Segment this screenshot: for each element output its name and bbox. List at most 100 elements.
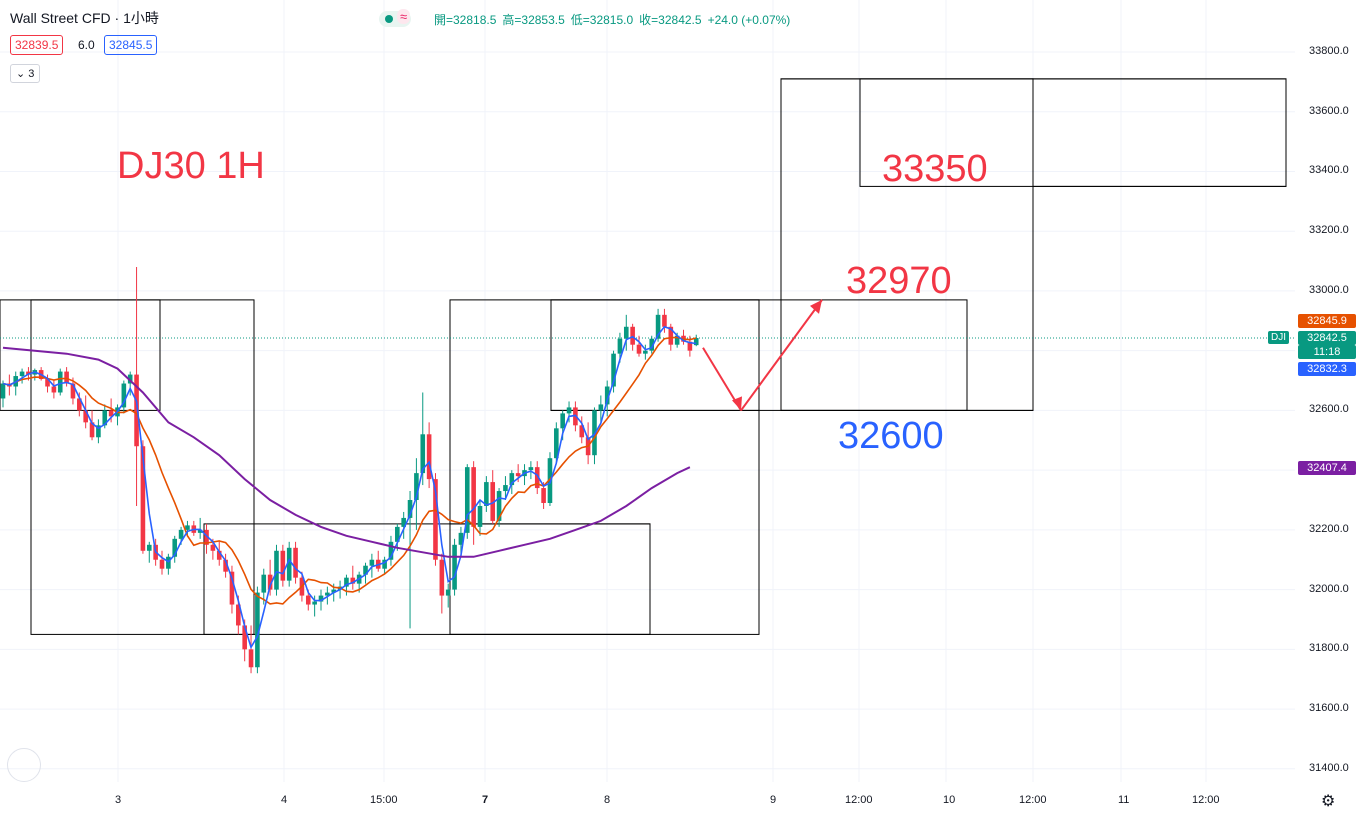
- candle-body: [643, 350, 648, 354]
- market-status[interactable]: ≈: [379, 9, 411, 27]
- ma-mid-tag: 32845.9: [1298, 314, 1356, 328]
- zone-rectangle: [550, 299, 760, 411]
- candle-body: [127, 374, 133, 384]
- ohlc-open: 開=32818.5: [434, 13, 497, 27]
- candle-body: [197, 529, 203, 533]
- candle-body: [172, 538, 178, 557]
- candle-body: [579, 425, 585, 438]
- sell-button[interactable]: 32839.5: [10, 35, 64, 55]
- candle-body: [83, 410, 88, 423]
- indicators-toggle[interactable]: ⌄ 3: [10, 64, 41, 83]
- candle-body: [554, 428, 559, 459]
- candle-body: [509, 473, 515, 486]
- candle-body: [70, 383, 76, 399]
- candle-body: [515, 473, 521, 477]
- annotation-target-1: 32970: [846, 260, 952, 302]
- ma-slow-line: [2, 346, 691, 558]
- ohlc-close: 收=32842.5: [639, 13, 702, 27]
- candle-body: [452, 544, 457, 590]
- candle-body: [662, 314, 667, 327]
- candle-body: [655, 314, 661, 339]
- candle-body: [503, 485, 508, 492]
- price-tick-label: 32600.0: [1309, 403, 1349, 416]
- candle-body: [159, 559, 165, 569]
- annotation-target-2: 33350: [882, 148, 988, 190]
- candle-body: [363, 565, 368, 575]
- candle-body: [146, 544, 152, 551]
- circle-icon[interactable]: [7, 748, 41, 782]
- symbol-tag: DJI: [1268, 331, 1289, 344]
- interval-separator: ·: [110, 10, 124, 26]
- candle-body: [674, 335, 680, 345]
- candle-body: [490, 482, 496, 521]
- candle-body: [388, 541, 394, 560]
- candle-body: [305, 595, 311, 605]
- candle-body: [458, 532, 464, 545]
- status-dot-icon: [385, 15, 393, 23]
- ohlc-legend: 開=32818.5 高=32853.5 低=32815.0 收=32842.5 +24.…: [434, 11, 796, 28]
- candle-body: [464, 467, 470, 533]
- candle-body: [286, 547, 292, 581]
- candle-body: [617, 338, 623, 354]
- candle-body: [350, 577, 356, 584]
- annotation-support: 32600: [838, 415, 944, 457]
- spread-value: 6.0: [78, 38, 95, 52]
- candle-body: [280, 550, 286, 581]
- candle-body: [57, 371, 63, 393]
- ohlc-high: 高=32853.5: [502, 13, 565, 27]
- ohlc-low: 低=32815.0: [570, 13, 634, 27]
- candle-body: [248, 649, 254, 668]
- price-tick-label: 33200.0: [1309, 224, 1349, 237]
- candle-body: [121, 383, 127, 408]
- annotation-title: DJ30 1H: [117, 145, 265, 187]
- time-tick-label: 11: [1118, 794, 1130, 806]
- symbol-title[interactable]: Wall Street CFD · 1小時: [10, 8, 159, 28]
- candle-body: [439, 559, 445, 596]
- candle-body: [185, 525, 190, 530]
- candle-body: [560, 413, 565, 429]
- candle-body: [312, 601, 317, 605]
- time-tick-label: 7: [482, 794, 489, 806]
- ma-fast-line: [2, 325, 697, 650]
- candle-body: [623, 326, 629, 339]
- candle-body: [382, 559, 387, 569]
- buy-button[interactable]: 32845.5: [104, 35, 158, 55]
- candle-body: [611, 353, 616, 387]
- candle-body: [204, 529, 209, 545]
- time-tick-label: 12:00: [1192, 794, 1220, 806]
- candle-body: [496, 491, 502, 521]
- candle-body: [369, 559, 375, 566]
- price-tick-label: 31600.0: [1309, 702, 1349, 715]
- candle-body: [598, 404, 604, 411]
- candle-body: [274, 550, 279, 590]
- candle-body: [223, 559, 228, 572]
- time-tick-label: 15:00: [370, 794, 398, 806]
- candle-body: [96, 425, 101, 438]
- countdown-tag: 11:18: [1298, 345, 1356, 359]
- candle-body: [433, 479, 438, 560]
- zone-rectangle: [550, 299, 968, 411]
- candle-body: [267, 574, 273, 590]
- candle-body: [420, 434, 426, 474]
- candle-body: [236, 604, 241, 626]
- candle-body: [242, 625, 247, 650]
- price-tick-label: 33600.0: [1309, 104, 1349, 117]
- candle-body: [318, 595, 324, 602]
- candle-body: [668, 326, 674, 345]
- time-tick-label: 3: [115, 794, 122, 806]
- candle-body: [445, 589, 451, 596]
- time-tick-label: 10: [943, 794, 956, 806]
- candle-body: [426, 434, 432, 480]
- gear-icon[interactable]: ⚙: [1321, 793, 1336, 810]
- zone-rectangle: [780, 78, 1034, 411]
- price-tick-label: 33400.0: [1309, 164, 1349, 177]
- candle-body: [331, 589, 337, 593]
- candle-body: [89, 422, 95, 438]
- candle-body: [210, 544, 216, 551]
- candle-body: [216, 550, 222, 560]
- candle-body: [344, 577, 349, 587]
- candle-body: [166, 556, 171, 569]
- candle-body: [604, 386, 610, 405]
- last-price-tag: 32842.5: [1298, 331, 1356, 345]
